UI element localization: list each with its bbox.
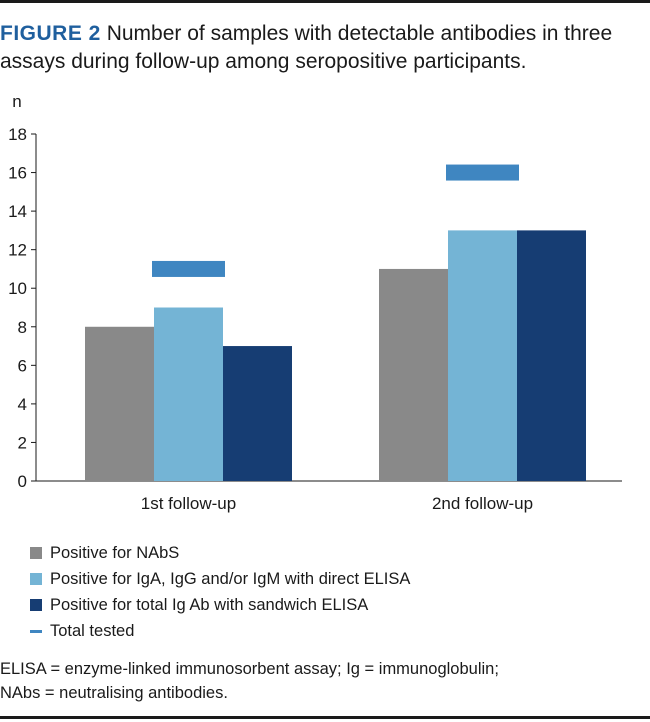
x-category-label: 2nd follow-up xyxy=(432,494,533,513)
y-axis-label: n xyxy=(12,92,21,111)
legend-label-nabs: Positive for NAbS xyxy=(50,543,180,562)
bar-2-1 xyxy=(154,307,223,481)
bar-1-1 xyxy=(85,326,154,481)
legend-swatch-sandwich-elisa xyxy=(30,599,42,611)
bar-3-2 xyxy=(517,230,586,481)
chart-legend: Positive for NAbS Positive for IgA, IgG … xyxy=(30,540,410,644)
y-tick-label: 10 xyxy=(8,279,27,298)
legend-item-direct-elisa: Positive for IgA, IgG and/or IgM with di… xyxy=(30,566,410,592)
bottom-rule xyxy=(0,716,650,719)
top-rule xyxy=(0,0,650,3)
figure-label: FIGURE 2 xyxy=(0,22,101,45)
footnote-line-2: NAbs = neutralising antibodies. xyxy=(0,684,228,702)
y-tick-label: 4 xyxy=(18,395,27,414)
y-tick-label: 12 xyxy=(8,241,27,260)
y-tick-label: 6 xyxy=(18,356,27,375)
y-tick-label: 14 xyxy=(8,202,27,221)
bar-1-2 xyxy=(379,268,448,481)
footnote: ELISA = enzyme-linked immunosorbent assa… xyxy=(0,657,640,705)
x-category-label: 1st follow-up xyxy=(141,494,236,513)
bar-3-1 xyxy=(223,346,292,481)
y-tick-label: 0 xyxy=(18,472,27,491)
y-tick-label: 8 xyxy=(18,318,27,337)
legend-label-direct-elisa: Positive for IgA, IgG and/or IgM with di… xyxy=(50,569,411,588)
legend-item-total-tested: Total tested xyxy=(30,618,410,644)
bar-chart: n 0 2 4 6 8 10 12 14 16 18 1st follow-up 2nd follow-… xyxy=(8,92,622,513)
legend-item-sandwich-elisa: Positive for total Ig Ab with sandwich E… xyxy=(30,592,410,618)
legend-swatch-direct-elisa xyxy=(30,573,42,585)
figure-title: FIGURE 2 Number of samples with detectab… xyxy=(0,20,640,76)
y-tick-label: 18 xyxy=(8,125,27,144)
bar-2-2 xyxy=(448,230,517,481)
footnote-line-1: ELISA = enzyme-linked immunosorbent assa… xyxy=(0,660,499,678)
legend-label-sandwich-elisa: Positive for total Ig Ab with sandwich E… xyxy=(50,595,369,614)
figure-caption: Number of samples with detectable antibo… xyxy=(0,22,613,73)
y-tick-label: 2 xyxy=(18,433,27,452)
y-tick-label: 16 xyxy=(8,164,27,183)
total-tested-marker-1 xyxy=(152,260,225,277)
total-tested-marker-2 xyxy=(446,164,519,181)
legend-item-nabs: Positive for NAbS xyxy=(30,540,410,566)
legend-label-total-tested: Total tested xyxy=(50,621,135,640)
legend-swatch-nabs xyxy=(30,547,42,559)
legend-dash-total-tested xyxy=(30,629,42,633)
